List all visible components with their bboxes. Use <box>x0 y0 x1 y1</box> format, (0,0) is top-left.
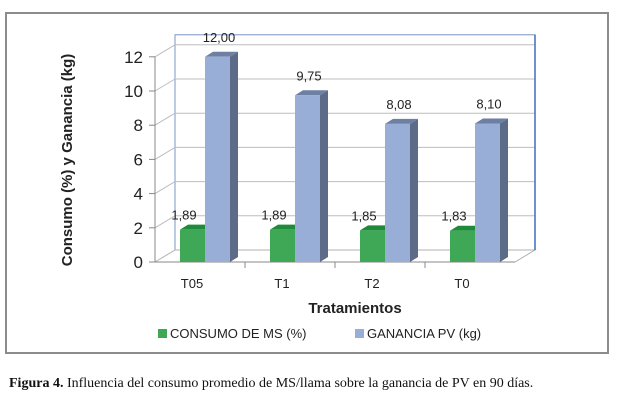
caption-text: Influencia del consumo promedio de MS/ll… <box>63 376 534 391</box>
bar <box>360 230 385 262</box>
bar-top <box>450 225 483 231</box>
legend-label: CONSUMO DE MS (%) <box>170 326 307 341</box>
x-tick-label: T2 <box>364 276 379 291</box>
bar-top <box>270 224 303 230</box>
bar <box>205 56 230 262</box>
bar-top <box>295 90 328 96</box>
y-tick-label: 8 <box>134 116 143 135</box>
x-tick-label: T0 <box>454 276 469 291</box>
gridline-side <box>154 78 176 92</box>
gridline-side <box>154 44 176 58</box>
bar <box>450 230 475 262</box>
data-label: 1,89 <box>171 208 196 223</box>
gridline-side <box>154 249 176 263</box>
gridline-side <box>154 112 176 126</box>
bar-top <box>360 225 393 231</box>
bar-chart: 0 2 4 6 8 10 12 1,89 12,00 T05 1,89 9,75 T1 1,85 8,08 T… <box>59 30 537 341</box>
data-label: 12,00 <box>203 30 236 45</box>
y-tick-label: 4 <box>134 185 143 204</box>
figure-caption: Figura 4. Influencia del consumo promedi… <box>9 376 533 392</box>
bar <box>475 123 500 263</box>
legend-label: GANANCIA PV (kg) <box>367 326 481 341</box>
gridline-side <box>154 146 176 160</box>
data-label: 9,75 <box>296 68 321 83</box>
caption-label: Figura 4. <box>9 376 64 391</box>
x-tick-label: T05 <box>181 276 203 291</box>
legend-swatch <box>158 329 167 338</box>
gridline-side <box>154 215 176 229</box>
y-axis-title: Consumo (%) y Ganancia (kg) <box>59 54 76 267</box>
bar-top <box>385 118 418 124</box>
bar-side <box>410 118 418 262</box>
x-tick-label: T1 <box>274 276 289 291</box>
y-tick-label: 12 <box>124 48 143 67</box>
bar <box>270 229 295 262</box>
data-label: 1,89 <box>261 208 286 223</box>
bar-top <box>205 51 238 57</box>
chart-frame <box>5 12 609 354</box>
y-tick-label: 10 <box>124 82 143 101</box>
legend-swatch <box>355 329 364 338</box>
bar <box>385 123 410 262</box>
y-tick-label: 6 <box>134 150 143 169</box>
data-label: 8,08 <box>386 97 411 112</box>
gridline-side <box>154 181 176 195</box>
data-label: 1,83 <box>441 209 466 224</box>
y-tick-label: 0 <box>134 253 143 272</box>
bar-side <box>230 51 238 262</box>
bar-side <box>500 118 508 263</box>
bar-top <box>180 224 213 230</box>
y-tick-label: 2 <box>134 219 143 238</box>
bar-top <box>475 118 508 124</box>
data-label: 1,85 <box>351 208 376 223</box>
bar <box>180 229 205 262</box>
x-axis-title: Tratamientos <box>308 300 401 317</box>
bar-side <box>320 90 328 263</box>
data-label: 8,10 <box>476 96 501 111</box>
bar <box>295 95 320 263</box>
